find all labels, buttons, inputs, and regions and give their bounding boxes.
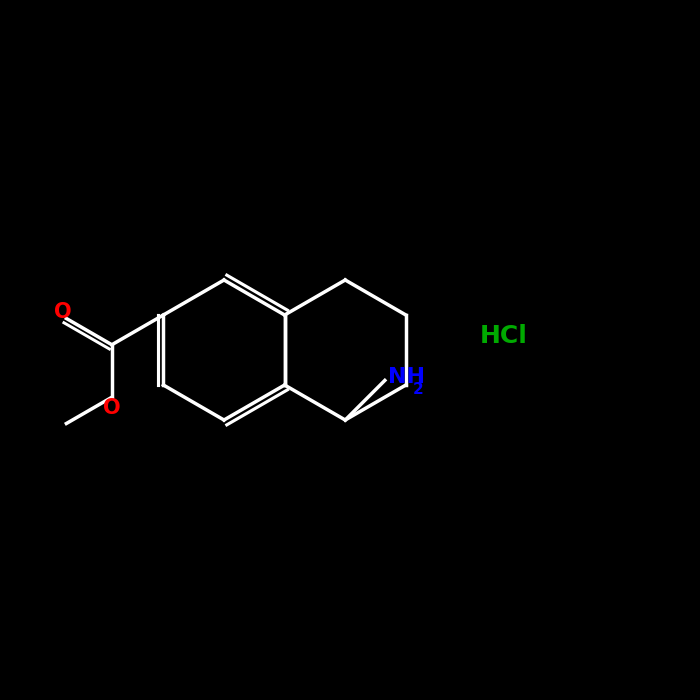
Text: 2: 2 <box>413 382 424 397</box>
Text: HCl: HCl <box>480 324 528 348</box>
Text: O: O <box>54 302 71 321</box>
Text: NH: NH <box>389 367 426 387</box>
Text: O: O <box>103 398 120 418</box>
